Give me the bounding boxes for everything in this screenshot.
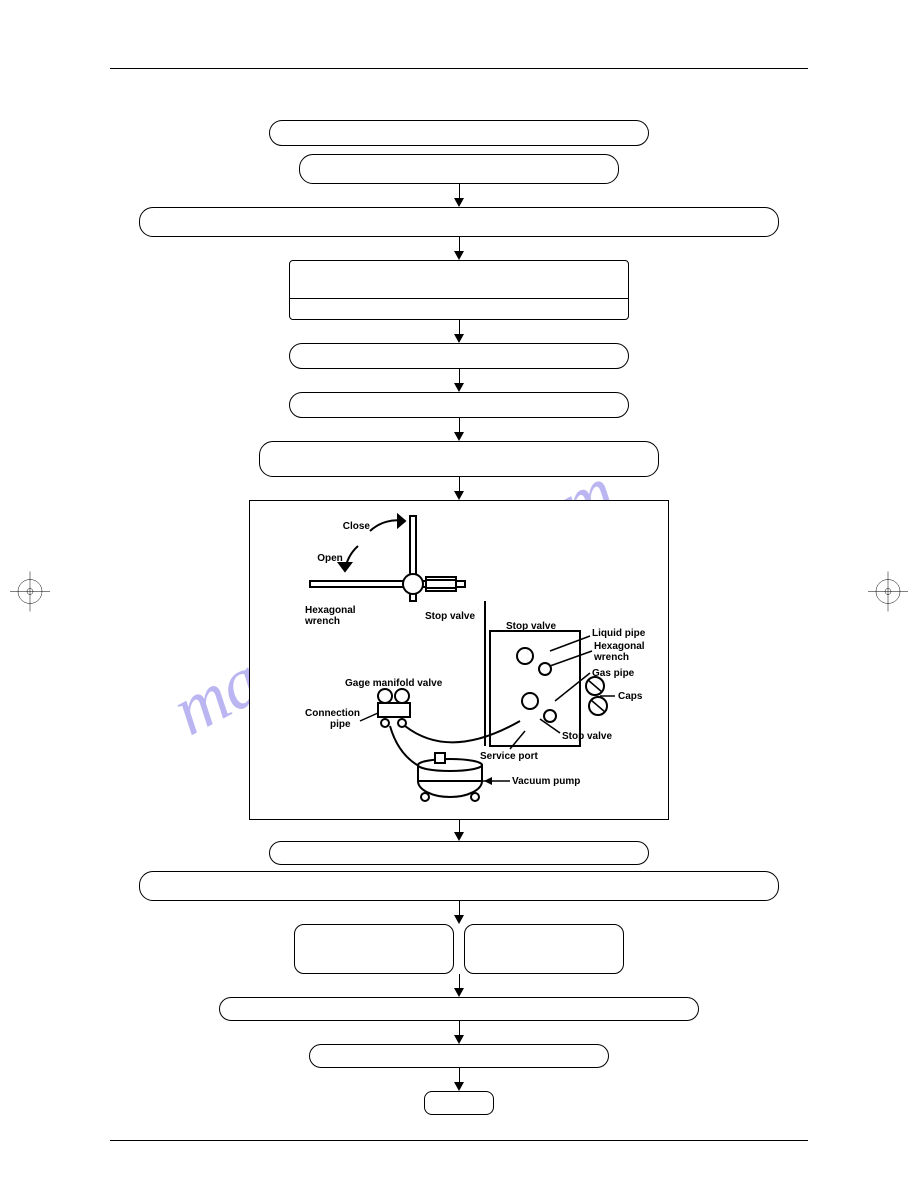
label-gage-manifold: Gage manifold valve xyxy=(345,678,443,689)
label-liquid-pipe: Liquid pipe xyxy=(592,628,646,639)
vacuum-pump-diagram: Close Open Hexagonal wrench Stop valve xyxy=(249,500,669,820)
flow-node-13 xyxy=(309,1044,609,1068)
flow-node-stacked xyxy=(289,260,629,320)
flowchart: Close Open Hexagonal wrench Stop valve xyxy=(110,120,808,1115)
label-connection-pipe: Connection pipe xyxy=(305,708,363,730)
label-open: Open xyxy=(317,553,343,564)
label-service-port: Service port xyxy=(480,751,538,762)
arrow xyxy=(454,184,464,207)
flow-node-7 xyxy=(289,392,629,418)
label-caps: Caps xyxy=(618,691,643,702)
flow-node-8 xyxy=(259,441,659,477)
arrow xyxy=(454,901,464,924)
crop-mark-left xyxy=(0,567,50,622)
flow-node-9 xyxy=(269,841,649,865)
flow-node-3 xyxy=(139,207,779,237)
rule-bottom xyxy=(110,1140,808,1141)
flow-node-2 xyxy=(299,154,619,184)
flow-node-10 xyxy=(139,871,779,901)
arrow xyxy=(454,237,464,260)
crop-mark-right xyxy=(868,567,918,622)
flow-node-6 xyxy=(289,343,629,369)
label-hex-wrench: Hexagonal wrench xyxy=(304,605,358,627)
flow-node-11a xyxy=(294,924,454,974)
flow-node-pair xyxy=(294,924,624,974)
label-vacuum-pump: Vacuum pump xyxy=(512,776,580,787)
arrow xyxy=(454,418,464,441)
arrow xyxy=(454,477,464,500)
rule-top xyxy=(110,68,808,69)
label-close: Close xyxy=(343,521,371,532)
label-stop-valve-3: Stop valve xyxy=(562,731,612,742)
flow-node-1 xyxy=(269,120,649,146)
flow-node-12 xyxy=(219,997,699,1021)
label-stop-valve: Stop valve xyxy=(425,611,475,622)
label-hex-wrench-2: Hexagonal wrench xyxy=(593,641,647,663)
page: manualshive.com xyxy=(0,0,918,1188)
label-stop-valve-2: Stop valve xyxy=(506,621,556,632)
arrow xyxy=(454,1021,464,1044)
flow-node-14 xyxy=(424,1091,494,1115)
arrow xyxy=(454,320,464,343)
label-gas-pipe: Gas pipe xyxy=(592,668,635,679)
flow-node-11b xyxy=(464,924,624,974)
arrow xyxy=(454,369,464,392)
arrow xyxy=(454,974,464,997)
arrow xyxy=(454,1068,464,1091)
arrow xyxy=(454,820,464,841)
